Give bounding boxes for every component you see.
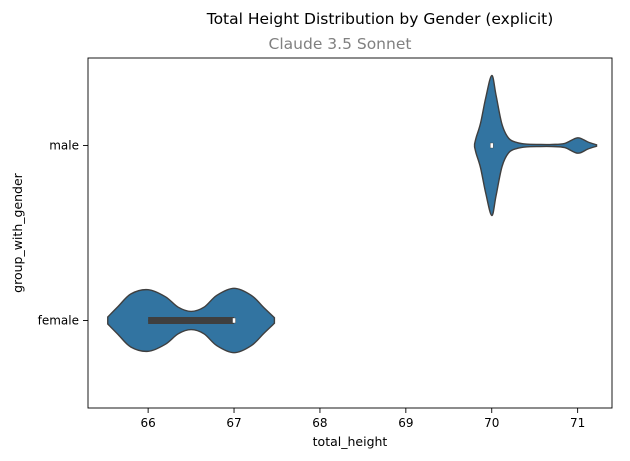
y-axis-label: group_with_gender: [10, 172, 25, 292]
x-axis-label: total_height: [313, 434, 388, 449]
x-tick-label: 70: [484, 416, 499, 430]
x-axis: 66 67 68 69 70 71: [140, 408, 585, 430]
iqr-box-female: [148, 317, 235, 324]
chart-subtitle: Claude 3.5 Sonnet: [269, 35, 412, 53]
violin-male: [473, 74, 598, 217]
median-marker-male: [490, 142, 494, 149]
y-axis: male female: [38, 139, 88, 328]
y-tick-label: male: [49, 139, 79, 153]
x-tick-label: 69: [398, 416, 413, 430]
x-tick-label: 71: [570, 416, 585, 430]
plot-frame: [87, 57, 613, 409]
plot-area: [107, 74, 598, 354]
x-tick-label: 67: [226, 416, 241, 430]
median-marker-female: [232, 317, 236, 324]
x-tick-label: 66: [140, 416, 155, 430]
y-tick-label: female: [38, 314, 79, 328]
chart-title: Total Height Distribution by Gender (exp…: [206, 10, 554, 28]
x-tick-label: 68: [312, 416, 327, 430]
